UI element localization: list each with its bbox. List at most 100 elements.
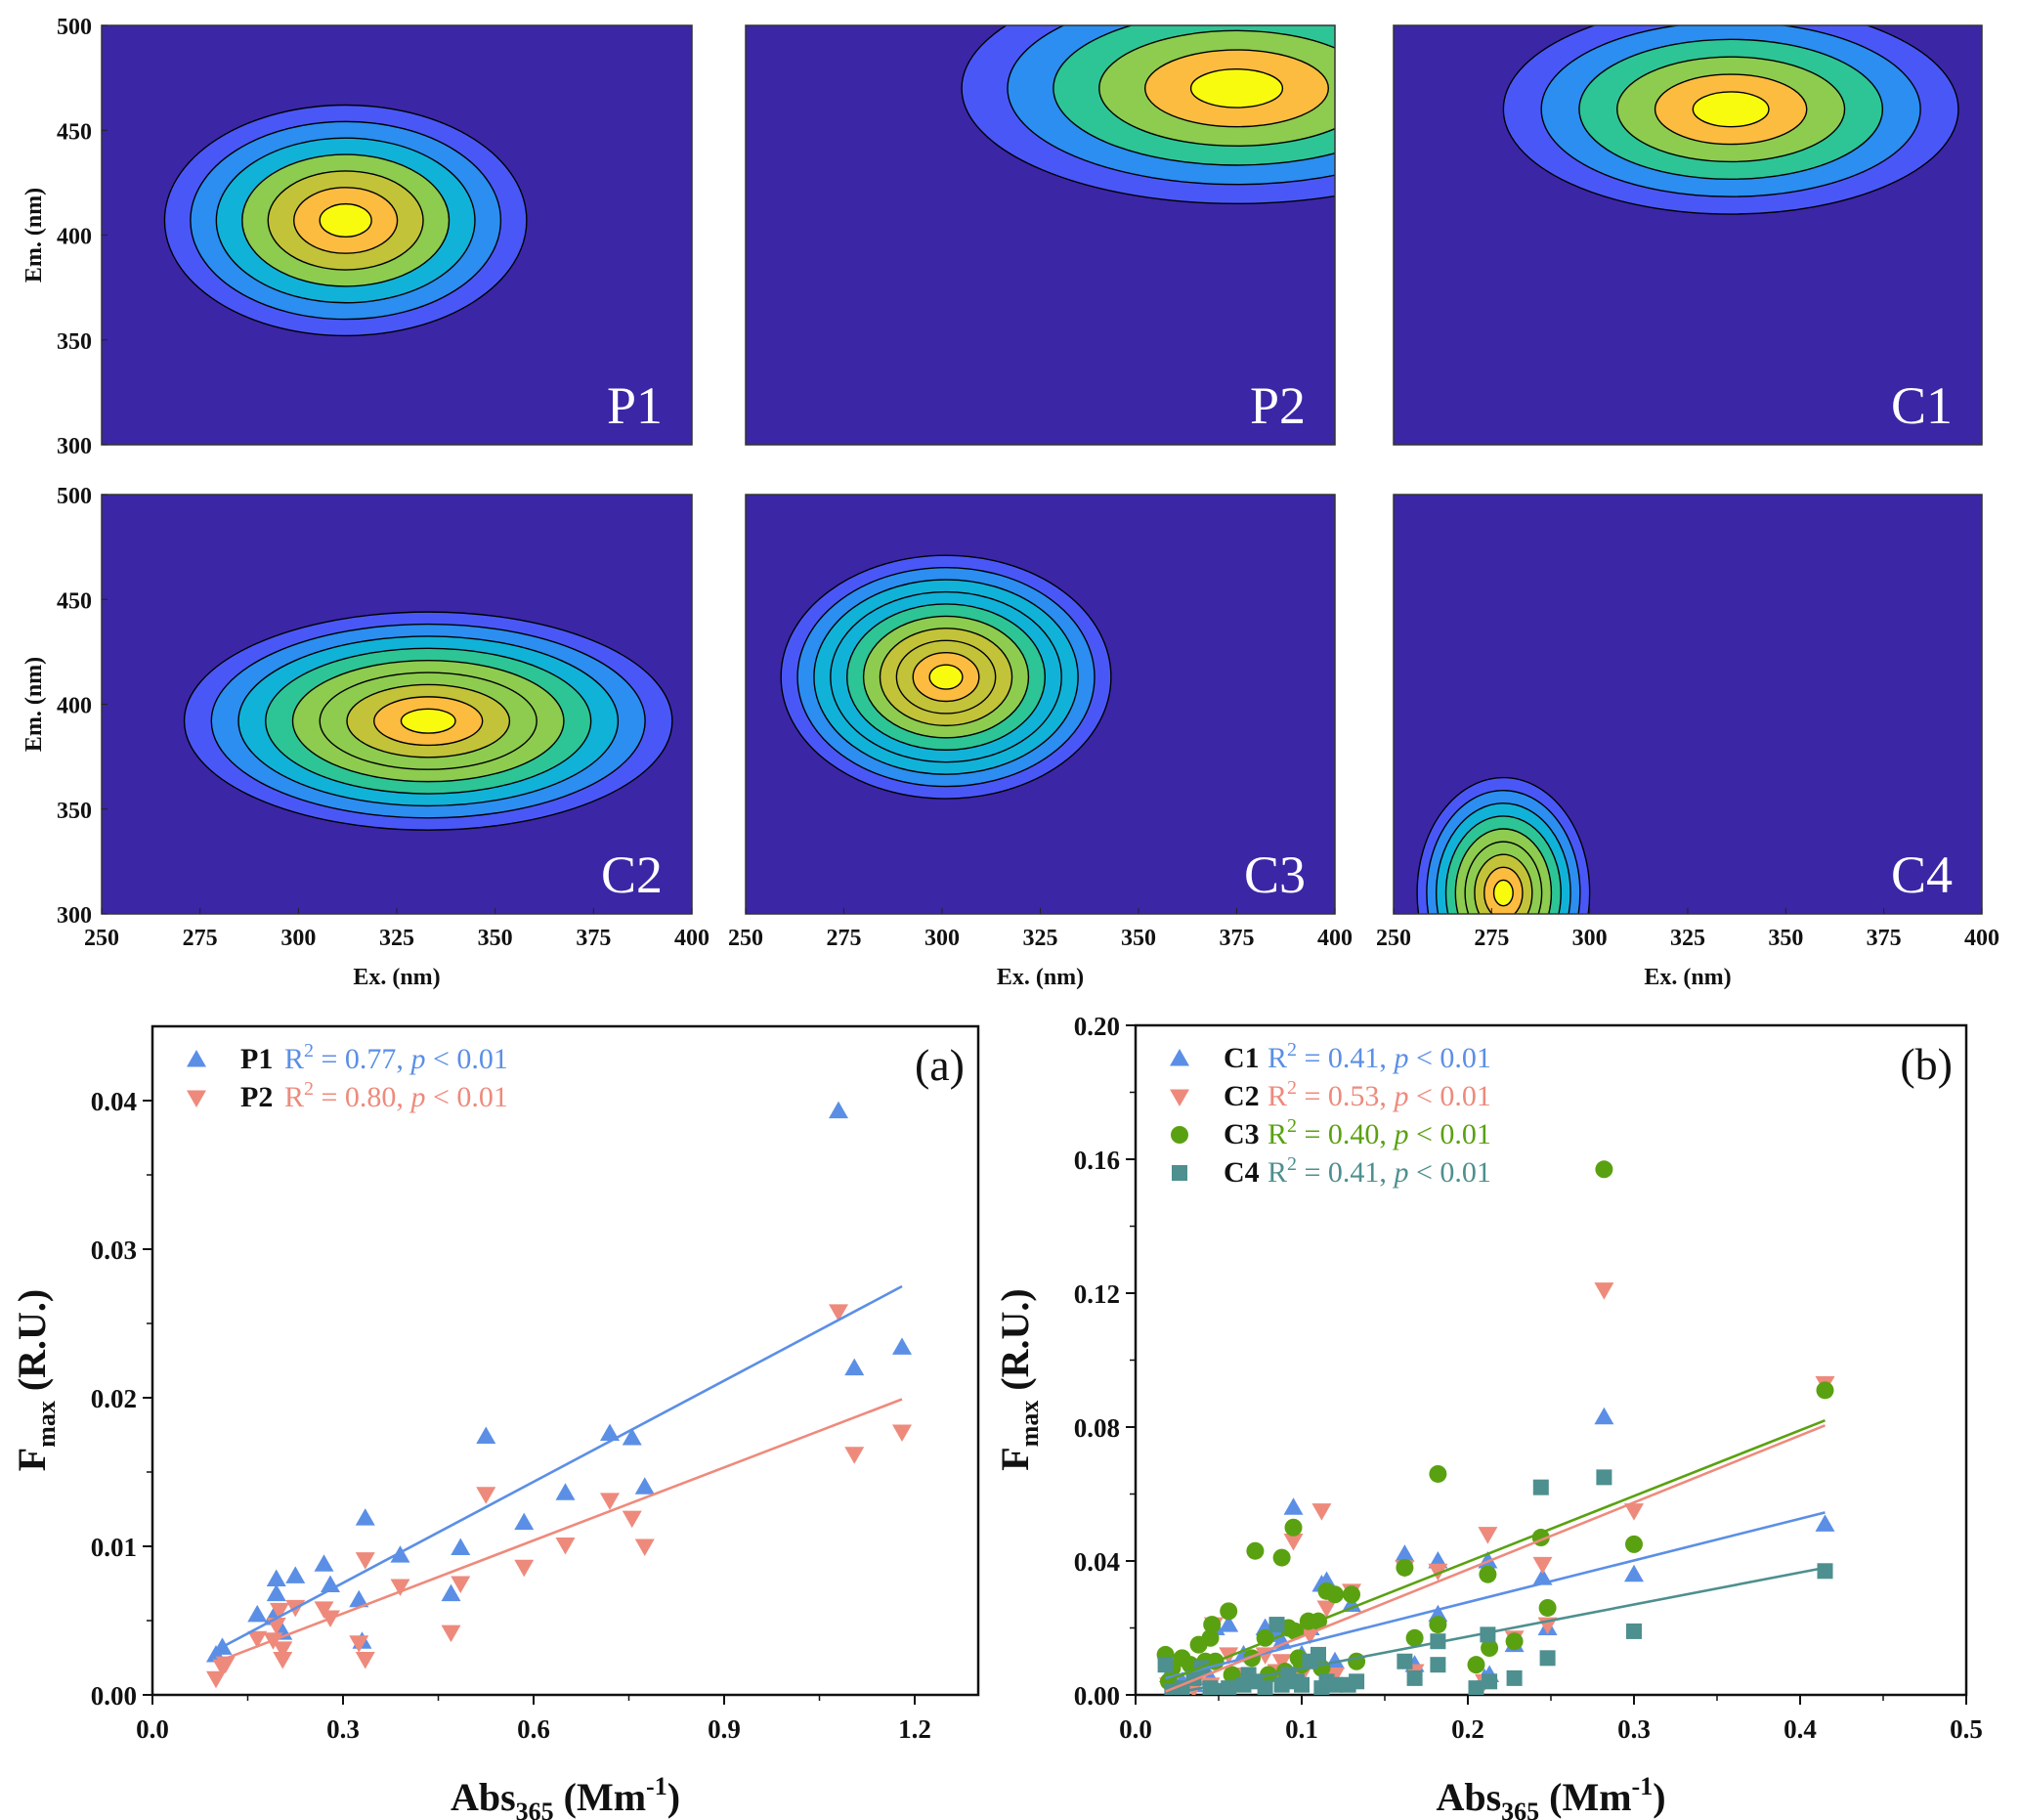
data-point-p2 (600, 1493, 620, 1510)
fit-line-c2 (1165, 1424, 1826, 1693)
contour-level-9 (400, 708, 456, 734)
legend-series-name: C2 (1224, 1080, 1260, 1112)
data-point-c3 (1284, 1518, 1303, 1537)
x-tick-label: 0.0 (1119, 1714, 1152, 1744)
scatter-panel-b: 0.00 0.04 0.08 0.12 0.16 0.20 0.0 0.1 0.2 0.3 0.4 0… (993, 1012, 1983, 1820)
data-point-c2 (1532, 1556, 1553, 1575)
contour-level-9 (1492, 879, 1514, 907)
contour-levels (183, 611, 673, 831)
y-tick-label: 400 (57, 225, 92, 250)
x-tick-label: 350 (478, 926, 513, 951)
y-tick-label: 0.03 (91, 1235, 137, 1265)
data-point-c4 (1468, 1680, 1484, 1695)
legend-marker (1170, 1089, 1189, 1106)
data-point-c2 (1283, 1533, 1304, 1551)
data-point-c3 (1479, 1565, 1497, 1583)
data-point-c3 (1625, 1535, 1643, 1553)
y-tick-label: 0.08 (1074, 1413, 1120, 1443)
data-point-c1 (1594, 1407, 1614, 1425)
x-tick-label: 0.3 (1617, 1714, 1651, 1744)
x-axis-title: Ex. (nm) (353, 965, 440, 990)
x-tick-label: 375 (576, 926, 611, 951)
contour-level-6 (1189, 67, 1284, 108)
data-point-c2 (1594, 1282, 1614, 1300)
y-tick-label: 400 (57, 694, 92, 719)
y-tick-label: 350 (57, 799, 92, 824)
data-point-c4 (1506, 1669, 1523, 1686)
data-point-c4 (1817, 1563, 1833, 1580)
data-point-c3 (1429, 1464, 1447, 1483)
data-point-c3 (1595, 1160, 1613, 1179)
legend-marker (1171, 1126, 1188, 1144)
x-tick-label: 400 (1317, 926, 1353, 951)
data-point-c1 (1283, 1497, 1304, 1515)
data-point-c4 (1532, 1479, 1549, 1495)
data-point-c3 (1505, 1632, 1524, 1651)
x-tick-label: 350 (1768, 926, 1803, 951)
data-point-c3 (1326, 1585, 1344, 1604)
data-point-c3 (1816, 1381, 1834, 1400)
data-point-p1 (441, 1583, 461, 1602)
y-tick-label: 450 (57, 119, 92, 145)
data-point-c2 (1271, 1654, 1292, 1671)
data-point-c2 (1325, 1667, 1345, 1685)
data-point-c3 (1467, 1656, 1485, 1674)
data-point-p1 (247, 1604, 268, 1623)
y-tick-label: 0.01 (91, 1533, 137, 1562)
legend-series-name: C4 (1224, 1156, 1260, 1189)
data-point-p2 (634, 1538, 655, 1556)
y-tick-label: 0.04 (1074, 1547, 1120, 1577)
data-point-c1 (1271, 1631, 1292, 1649)
data-point-p2 (314, 1601, 334, 1619)
eem-panel-c2: C2 300 350 400 450 500 Em. (nm) 250 275 300 325 350… (21, 484, 709, 990)
y-tick-label: 0.02 (91, 1384, 137, 1413)
data-point-c1 (1342, 1594, 1361, 1613)
contour-levels (780, 554, 1112, 800)
data-point-p1 (266, 1583, 286, 1602)
data-point-c4 (1596, 1469, 1612, 1486)
fit-line-c4 (1165, 1566, 1826, 1695)
scatter-panel-a: 0.00 0.01 0.02 0.03 0.04 0.0 0.3 0.6 0.9 1.2 Abs36… (10, 1024, 980, 1820)
x-tick-label: 0.2 (1451, 1714, 1484, 1744)
legend-stat: R2 = 0.77, p < 0.01 (284, 1040, 508, 1075)
data-point-p1 (622, 1428, 642, 1446)
x-tick-label: 250 (728, 926, 763, 951)
y-tick-label: 500 (57, 15, 92, 40)
legend-item-c2: C2 R2 = 0.53, p < 0.01 (1170, 1077, 1491, 1112)
y-tick-label: 0.12 (1074, 1279, 1120, 1309)
data-point-c4 (1349, 1673, 1365, 1690)
contour-levels (163, 104, 528, 337)
contour-level-6 (1692, 91, 1770, 128)
y-tick-label: 0.00 (1074, 1681, 1120, 1711)
legend-stat: R2 = 0.53, p < 0.01 (1268, 1077, 1491, 1112)
data-point-p2 (355, 1652, 375, 1669)
x-tick-label: 325 (1023, 926, 1058, 951)
data-point-p1 (451, 1538, 471, 1556)
panel-corner-label: (a) (915, 1040, 965, 1090)
fit-line-p2 (215, 1398, 903, 1664)
x-tick-label: 250 (1376, 926, 1411, 951)
panel-frame (1393, 24, 1983, 446)
x-tick-label: 300 (924, 926, 960, 951)
legend-item-p2: P2 R2 = 0.80, p < 0.01 (187, 1078, 508, 1113)
x-tick-label: 300 (1572, 926, 1608, 951)
data-point-c4 (1207, 1683, 1224, 1695)
data-point-p2 (622, 1510, 642, 1529)
legend-item-c4: C4 R2 = 0.41, p < 0.01 (1172, 1153, 1491, 1189)
data-point-c2 (1478, 1527, 1498, 1544)
x-tick-label: 0.1 (1285, 1714, 1318, 1744)
data-point-p2 (390, 1579, 410, 1597)
data-point-p2 (555, 1537, 576, 1555)
data-point-c1 (1624, 1564, 1644, 1582)
y-tick-label: 350 (57, 329, 92, 355)
x-axis-title: Ex. (nm) (1644, 965, 1731, 990)
x-tick-label: 275 (183, 926, 218, 951)
data-point-c4 (1397, 1653, 1413, 1669)
data-point-c1 (1395, 1544, 1415, 1562)
eem-contour-grid: P1 300 350 400 450 500 Em. (nm) P2 C1 C2 300 350 400… (21, 15, 1999, 990)
x-axis-title: Abs365 (Mm-1) (1436, 1772, 1665, 1820)
x-tick-label: 0.0 (136, 1714, 169, 1744)
y-tick-label: 0.20 (1074, 1012, 1120, 1041)
